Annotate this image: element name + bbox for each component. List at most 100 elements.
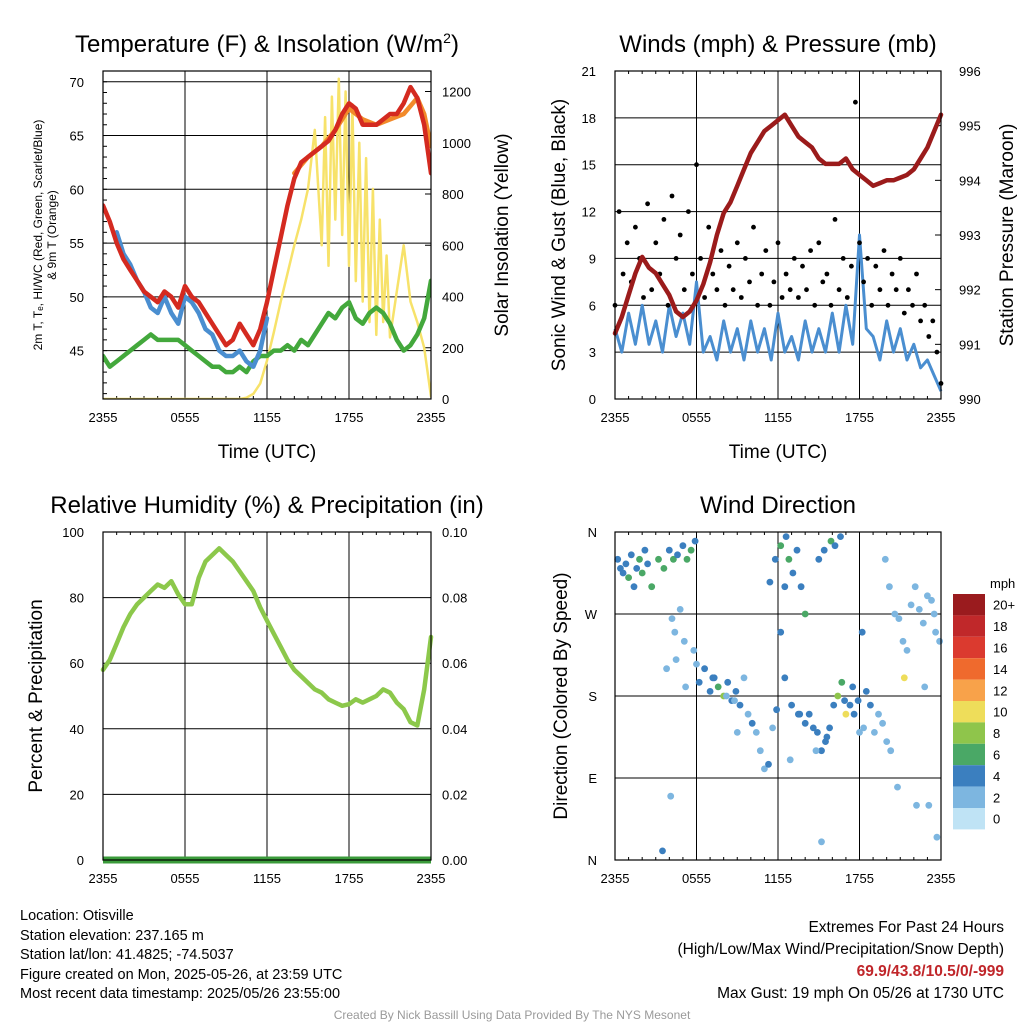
y-tick-label: 15 xyxy=(582,158,596,173)
gust-point xyxy=(763,248,769,254)
panel-title: Temperature (F) & Insolation (W/m2) xyxy=(75,30,459,58)
y-tick-label: 65 xyxy=(70,129,84,144)
x-tick-label: 1155 xyxy=(764,871,792,886)
y-tick-label: N xyxy=(588,853,597,868)
y-axis-title: Percent & Precipitation xyxy=(26,599,47,792)
direction-point xyxy=(913,801,920,809)
direction-point xyxy=(838,678,846,686)
direction-point xyxy=(921,683,929,691)
direction-point xyxy=(633,565,641,572)
x-tick-label: 1755 xyxy=(845,410,874,425)
direction-point xyxy=(765,760,772,768)
gust-point xyxy=(934,349,940,355)
y2-tick-label: 200 xyxy=(442,341,464,356)
direction-point xyxy=(723,692,730,700)
x-axis-title: Time (UTC) xyxy=(729,442,828,463)
direction-point xyxy=(858,628,866,636)
direction-point xyxy=(683,555,691,563)
direction-point xyxy=(887,747,895,755)
legend-swatch xyxy=(953,594,985,616)
y2-tick-label: 0.08 xyxy=(442,591,467,606)
direction-point xyxy=(724,678,732,686)
extremes-subtitle: (High/Low/Max Wind/Precipitation/Snow De… xyxy=(677,941,1005,958)
direction-point xyxy=(871,729,878,736)
direction-point xyxy=(636,555,643,563)
direction-point xyxy=(695,678,703,686)
y-tick-label: 9 xyxy=(589,251,596,266)
gust-point xyxy=(820,279,826,285)
y2-tick-label: 993 xyxy=(959,228,981,243)
winds-pressure-panel: 2355 0555 1155 1755 2355 Winds (mph) & Pressu… xyxy=(549,31,1018,463)
direction-point xyxy=(903,647,911,654)
gust-point xyxy=(812,302,818,308)
plot-frame xyxy=(102,70,432,400)
gust-point xyxy=(865,256,870,261)
series-line-pressure xyxy=(612,112,944,336)
y-tick-label: 100 xyxy=(62,525,84,540)
y2-tick-label: 994 xyxy=(959,173,981,188)
y2-tick-label: 600 xyxy=(442,238,464,253)
gust-point xyxy=(669,193,675,199)
gust-point xyxy=(759,271,765,277)
x-tick-label: 2355 xyxy=(927,871,956,886)
direction-point xyxy=(679,542,687,550)
direction-point xyxy=(797,583,805,591)
direction-point xyxy=(701,665,708,673)
gust-point xyxy=(930,318,936,324)
direction-point xyxy=(867,701,874,709)
y-tick-label: W xyxy=(585,607,598,622)
gust-point xyxy=(771,279,777,285)
gust-point xyxy=(661,217,667,222)
direction-point xyxy=(930,610,938,618)
gust-point xyxy=(857,240,862,246)
direction-point xyxy=(814,729,821,736)
direction-point xyxy=(761,765,768,773)
series-line-dewpoint xyxy=(103,278,431,375)
direction-point xyxy=(812,747,820,755)
direction-point xyxy=(691,537,699,545)
direction-point xyxy=(690,647,698,654)
gust-point xyxy=(710,271,716,277)
direction-point xyxy=(933,833,941,841)
y-tick-label: 70 xyxy=(70,75,84,90)
direction-point xyxy=(638,569,646,577)
y-tick-label: E xyxy=(588,771,597,786)
y2-tick-label: 0.10 xyxy=(442,525,467,540)
extremes-values: 69.9/43.8/10.5/0/-999 xyxy=(856,963,1004,980)
gust-point xyxy=(641,295,646,300)
y-tick-label: 3 xyxy=(589,345,596,360)
direction-point xyxy=(777,628,785,636)
y-axis-title: Sonic Wind & Gust (Blue, Black) xyxy=(549,99,570,371)
direction-point xyxy=(854,697,862,704)
gust-point xyxy=(645,201,650,207)
legend-label: 12 xyxy=(993,683,1007,698)
direction-point xyxy=(899,637,907,645)
y2-tick-label: 0.06 xyxy=(442,656,467,671)
gust-point xyxy=(775,240,781,246)
direction-point xyxy=(619,569,627,577)
direction-point xyxy=(907,601,915,609)
direction-point xyxy=(785,555,793,563)
direction-point xyxy=(648,583,656,591)
direction-point xyxy=(706,688,714,695)
direction-point xyxy=(895,615,903,622)
direction-point xyxy=(766,578,774,586)
x-tick-label: 1155 xyxy=(764,410,792,425)
gust-point xyxy=(910,302,915,308)
x-tick-label: 2355 xyxy=(601,871,630,886)
gust-point xyxy=(828,302,834,308)
direction-point xyxy=(622,560,630,568)
panel-title: Winds (mph) & Pressure (mb) xyxy=(619,31,936,58)
legend-label: 16 xyxy=(993,641,1007,656)
y2-tick-label: 0.02 xyxy=(442,787,467,802)
gust-point xyxy=(840,256,846,261)
direction-point xyxy=(670,555,677,563)
gust-point xyxy=(889,271,895,277)
direction-point xyxy=(668,615,676,622)
plot-frame xyxy=(614,531,942,861)
panel-title: Wind Direction xyxy=(700,492,856,519)
direction-point xyxy=(827,537,835,545)
gust-point xyxy=(906,287,911,293)
x-tick-label: 2355 xyxy=(927,410,956,425)
